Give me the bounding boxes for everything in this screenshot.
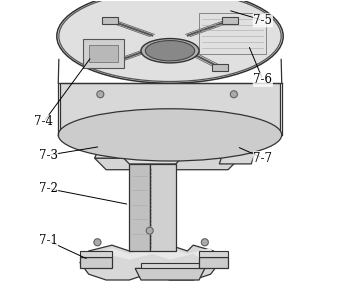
- Circle shape: [201, 239, 208, 246]
- Polygon shape: [80, 251, 112, 257]
- Ellipse shape: [58, 109, 282, 161]
- Polygon shape: [95, 158, 240, 170]
- Polygon shape: [222, 138, 257, 146]
- Text: 7-4: 7-4: [34, 115, 53, 128]
- Polygon shape: [89, 45, 118, 62]
- Polygon shape: [80, 257, 112, 268]
- Text: 7-1: 7-1: [39, 234, 57, 247]
- Polygon shape: [102, 17, 118, 24]
- Polygon shape: [141, 263, 199, 268]
- Polygon shape: [199, 251, 228, 257]
- Text: 7-6: 7-6: [253, 73, 272, 86]
- Polygon shape: [89, 248, 217, 265]
- Text: 7-2: 7-2: [39, 182, 57, 195]
- Polygon shape: [222, 17, 238, 24]
- Polygon shape: [199, 257, 228, 268]
- Polygon shape: [212, 64, 228, 71]
- Text: 7-7: 7-7: [253, 151, 272, 165]
- Polygon shape: [219, 146, 257, 164]
- Circle shape: [231, 91, 237, 98]
- Polygon shape: [123, 158, 182, 164]
- Polygon shape: [60, 83, 280, 135]
- Circle shape: [97, 91, 104, 98]
- Circle shape: [146, 227, 153, 234]
- Polygon shape: [150, 164, 176, 251]
- Polygon shape: [95, 146, 240, 158]
- Polygon shape: [135, 268, 205, 280]
- Polygon shape: [102, 60, 118, 67]
- Polygon shape: [80, 245, 219, 280]
- Ellipse shape: [145, 40, 195, 61]
- Ellipse shape: [141, 39, 199, 63]
- Ellipse shape: [57, 0, 283, 83]
- Circle shape: [94, 239, 101, 246]
- Text: 7-3: 7-3: [39, 149, 57, 162]
- Ellipse shape: [59, 0, 281, 81]
- Polygon shape: [83, 39, 123, 68]
- Text: 7-5: 7-5: [253, 14, 272, 27]
- Polygon shape: [129, 164, 150, 251]
